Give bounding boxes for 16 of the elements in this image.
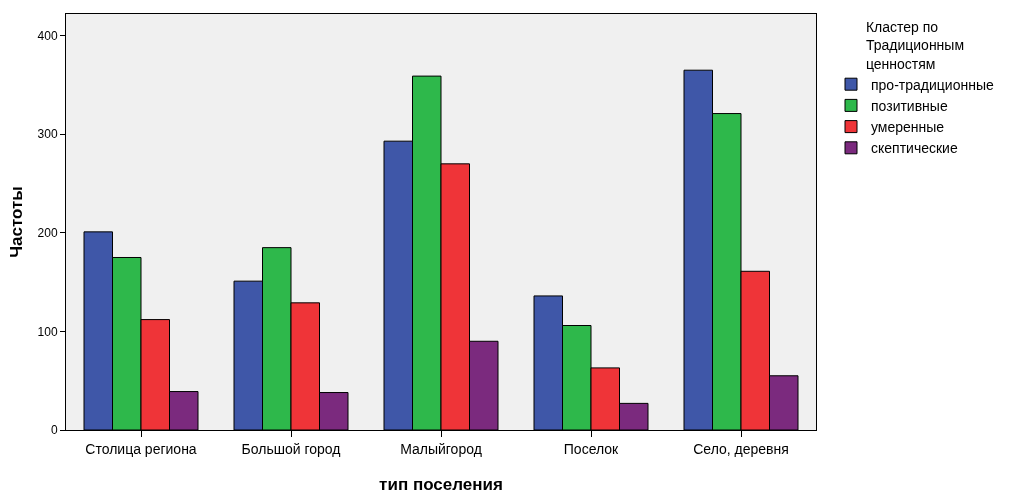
y-tick-label: 400 <box>37 28 58 43</box>
legend-label: умеренные <box>871 119 945 136</box>
x-tick-label: Малыйгород <box>400 440 482 457</box>
legend-label: скептические <box>871 140 958 157</box>
x-tick-label: Столица региона <box>85 440 197 457</box>
legend-label: позитивные <box>871 97 948 114</box>
y-tick-label: 300 <box>37 127 58 142</box>
x-tick-label: Поселок <box>563 440 620 457</box>
x-tick-label: Большой город <box>241 440 341 457</box>
legend-label: про-традиционные <box>871 76 994 93</box>
x-axis-title: тип поселения <box>379 475 503 495</box>
y-tick-label: 200 <box>37 226 58 241</box>
y-tick-label: 100 <box>37 324 58 339</box>
y-axis-title: Частоты <box>7 186 27 258</box>
y-tick-label: 0 <box>50 423 58 438</box>
x-tick-label: Село, деревня <box>693 440 789 457</box>
